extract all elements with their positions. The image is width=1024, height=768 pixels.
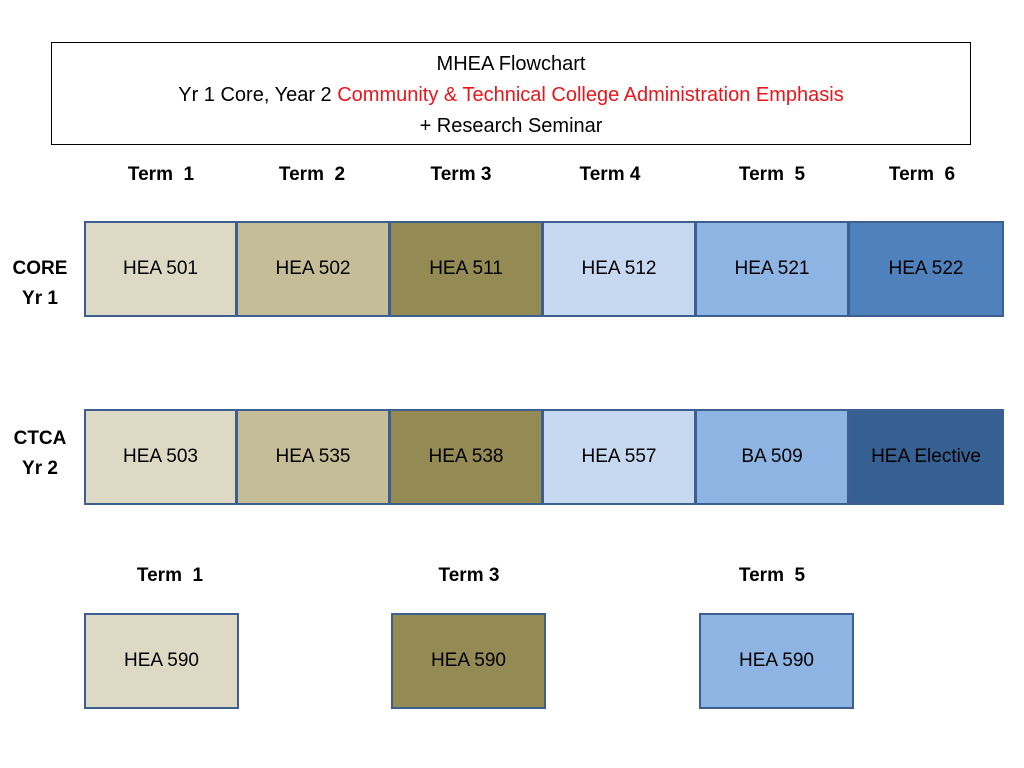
course-box: HEA 503 xyxy=(84,409,237,505)
title-emphasis: Community & Technical College Administra… xyxy=(337,84,844,106)
title-box: MHEA Flowchart Yr 1 Core, Year 2 Communi… xyxy=(51,42,971,145)
term-header-4: Term 4 xyxy=(579,164,641,185)
title-line-1: MHEA Flowchart xyxy=(436,53,586,75)
seminar-course-box: HEA 590 xyxy=(699,613,854,709)
course-box: BA 509 xyxy=(696,409,849,505)
seminar-term-header-5: Term 5 xyxy=(738,565,806,586)
term-header-6: Term 6 xyxy=(888,164,956,185)
title-line-2-prefix: Yr 1 Core, Year 2 xyxy=(178,84,338,106)
course-box: HEA 557 xyxy=(543,409,696,505)
term-header-1: Term 1 xyxy=(127,164,195,185)
course-box: HEA 502 xyxy=(237,221,390,317)
row-label-ctca-line2: Yr 2 xyxy=(22,458,58,479)
core-course-row: HEA 501 HEA 502 HEA 511 HEA 512 HEA 521 … xyxy=(84,221,1004,317)
course-box: HEA 521 xyxy=(696,221,849,317)
term-header-3: Term 3 xyxy=(430,164,492,185)
course-box: HEA 538 xyxy=(390,409,543,505)
term-header-2: Term 2 xyxy=(278,164,346,185)
title-line-2: Yr 1 Core, Year 2 Community & Technical … xyxy=(52,80,970,111)
row-label-core-line1: CORE xyxy=(12,258,68,279)
seminar-term-header-1: Term 1 xyxy=(136,565,204,586)
course-box: HEA 501 xyxy=(84,221,237,317)
seminar-term-header-3: Term 3 xyxy=(438,565,500,586)
title-line-3: + Research Seminar xyxy=(419,115,603,137)
course-box: HEA 535 xyxy=(237,409,390,505)
course-box: HEA 511 xyxy=(390,221,543,317)
row-label-ctca: CTCA Yr 2 xyxy=(5,424,75,484)
course-box: HEA 522 xyxy=(849,221,1004,317)
ctca-course-row: HEA 503 HEA 535 HEA 538 HEA 557 BA 509 H… xyxy=(84,409,1004,505)
row-label-core: CORE Yr 1 xyxy=(5,254,75,314)
course-box: HEA Elective xyxy=(849,409,1004,505)
seminar-course-box: HEA 590 xyxy=(391,613,546,709)
seminar-course-box: HEA 590 xyxy=(84,613,239,709)
course-box: HEA 512 xyxy=(543,221,696,317)
row-label-core-line2: Yr 1 xyxy=(22,288,58,309)
term-header-5: Term 5 xyxy=(738,164,806,185)
row-label-ctca-line1: CTCA xyxy=(13,428,67,449)
